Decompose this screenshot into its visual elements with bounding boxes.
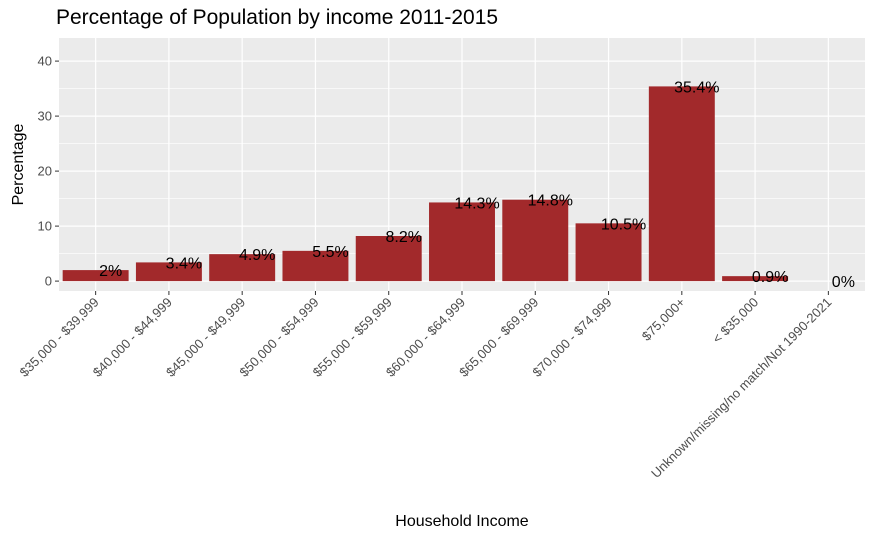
data-label: 35.4% bbox=[674, 79, 719, 96]
y-tick-label: 20 bbox=[38, 164, 52, 179]
y-tick-label: 0 bbox=[45, 274, 52, 289]
data-label: 14.8% bbox=[528, 193, 573, 210]
data-label: 10.5% bbox=[601, 216, 646, 233]
bar bbox=[429, 202, 495, 282]
x-tick-label: < $35,000 bbox=[709, 295, 761, 347]
bar bbox=[722, 276, 789, 282]
data-label: 4.9% bbox=[239, 247, 275, 264]
x-tick-label: $75,000+ bbox=[639, 295, 688, 344]
bar bbox=[135, 262, 202, 282]
bar bbox=[648, 86, 715, 282]
x-tick-label: $70,000 - $74,999 bbox=[529, 295, 614, 380]
chart-title: Percentage of Population by income 2011-… bbox=[56, 6, 499, 29]
data-label: 14.3% bbox=[454, 195, 499, 212]
data-label: 8.2% bbox=[385, 229, 421, 246]
y-tick-label: 10 bbox=[38, 219, 52, 234]
x-axis-title: Household Income bbox=[395, 513, 529, 530]
data-label: 3.4% bbox=[166, 255, 202, 272]
x-tick-label: $55,000 - $59,999 bbox=[310, 295, 395, 380]
data-label: 2% bbox=[99, 263, 122, 280]
x-tick-label: $60,000 - $64,999 bbox=[383, 295, 468, 380]
bar bbox=[502, 199, 569, 282]
x-tick-label: $50,000 - $54,999 bbox=[236, 295, 321, 380]
y-axis: 0 10 20 30 40 bbox=[38, 54, 59, 289]
x-tick-label: $45,000 - $49,999 bbox=[163, 295, 248, 380]
data-label: 5.5% bbox=[312, 244, 348, 261]
bar bbox=[575, 223, 642, 282]
bars-group bbox=[62, 86, 789, 282]
x-tick-label: $35,000 - $39,999 bbox=[17, 295, 102, 380]
data-label: 0% bbox=[832, 274, 855, 291]
x-tick-label: $65,000 - $69,999 bbox=[456, 295, 541, 380]
bar bbox=[282, 250, 349, 282]
y-tick-label: 40 bbox=[38, 54, 52, 69]
y-axis-title: Percentage bbox=[10, 123, 27, 205]
bar bbox=[209, 254, 276, 282]
data-labels-group: 2% 3.4% 4.9% 5.5% 8.2% 14.3% 14.8% 10.5% 35.4% 0.… bbox=[99, 79, 855, 291]
bar bbox=[355, 236, 422, 282]
data-label: 0.9% bbox=[752, 269, 788, 286]
y-tick-label: 30 bbox=[38, 109, 52, 124]
bar bbox=[62, 270, 129, 282]
x-axis: $35,000 - $39,999$40,000 - $44,999$45,00… bbox=[17, 291, 834, 481]
x-tick-label: $40,000 - $44,999 bbox=[90, 295, 175, 380]
